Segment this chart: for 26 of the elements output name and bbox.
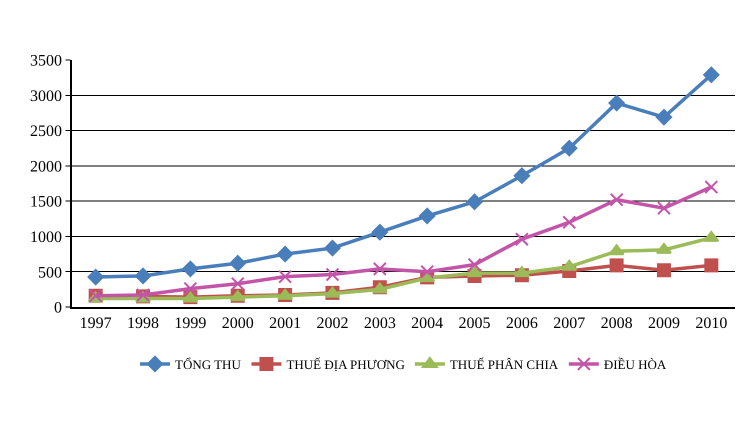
y-tick-label: 2500 (30, 123, 62, 140)
y-tick-label: 1500 (30, 194, 62, 211)
y-tick-label: 500 (38, 264, 62, 282)
x-tick-label: 2001 (269, 314, 302, 332)
x-tick-label: 1999 (174, 314, 206, 332)
x-tick-label: 2004 (411, 314, 444, 332)
x-tick-label: 2007 (553, 314, 586, 332)
x-tick-label: 2005 (458, 314, 491, 332)
x-tick-label: 1997 (80, 314, 112, 332)
x-tick-label: 2010 (695, 314, 728, 332)
legend-label: ĐIỀU HÒA (604, 357, 667, 372)
x-tick-label: 2003 (364, 314, 396, 332)
legend-label: THUẾ PHÂN CHIA (450, 357, 559, 372)
x-tick-label: 2008 (600, 314, 633, 332)
legend-label: THUẾ ĐỊA PHƯƠNG (286, 357, 405, 372)
x-tick-label: 2002 (316, 314, 348, 332)
x-tick-label: 2000 (222, 314, 254, 332)
legend-label: TỔNG THU (175, 357, 242, 372)
x-tick-label: 2006 (506, 314, 538, 332)
y-tick-label: 0 (54, 300, 62, 317)
x-tick-label: 2009 (648, 314, 680, 332)
y-tick-label: 1000 (30, 229, 62, 246)
y-tick-label: 3000 (30, 88, 62, 105)
y-tick-label: 2000 (30, 158, 62, 176)
y-tick-label: 3500 (30, 52, 62, 70)
x-tick-label: 1998 (127, 314, 160, 332)
